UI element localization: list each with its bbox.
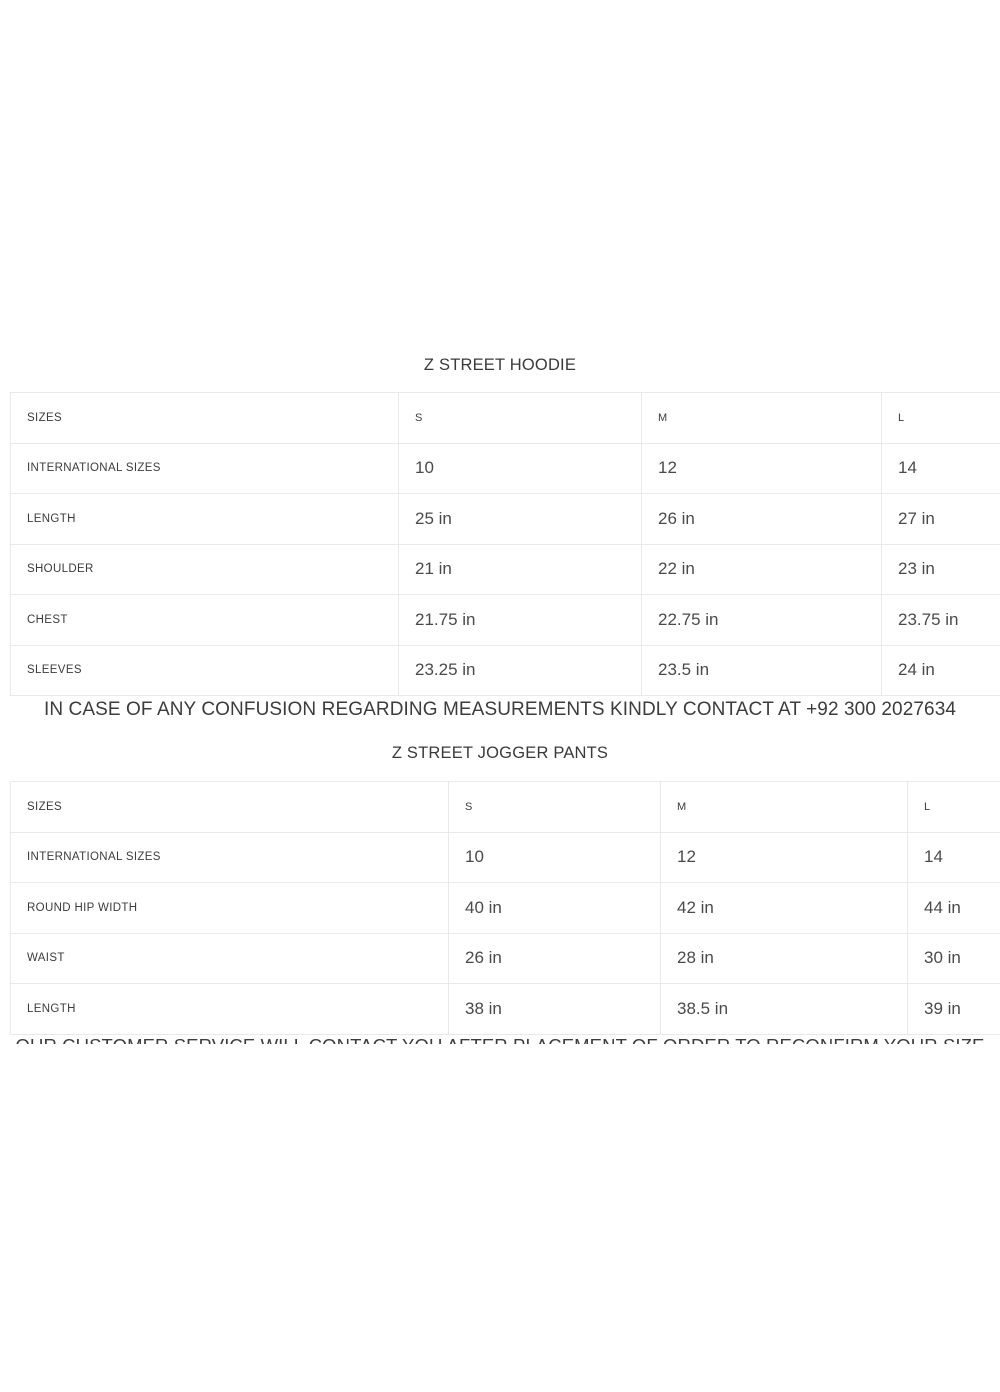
bottom-note-clip: OUR CUSTOMER SERVICE WILL CONTACT YOU AF…	[0, 1036, 1000, 1044]
table-row: LENGTH 38 in 38.5 in 39 in	[10, 983, 1000, 1035]
row-label: ROUND HIP WIDTH	[10, 882, 449, 934]
row-value-l: 14	[907, 831, 1000, 883]
table-row: SLEEVES 23.25 in 23.5 in 24 in	[10, 644, 1000, 696]
row-label: INTERNATIONAL SIZES	[10, 442, 399, 494]
row-label: WAIST	[10, 932, 449, 984]
jogger-header-l: L	[907, 781, 1000, 833]
row-value-l: 14	[881, 442, 1000, 494]
bottom-note: OUR CUSTOMER SERVICE WILL CONTACT YOU AF…	[0, 1036, 1000, 1044]
row-value-s: 21 in	[398, 543, 642, 595]
row-label: SHOULDER	[10, 543, 399, 595]
row-label: SLEEVES	[10, 644, 399, 696]
row-value-l: 30 in	[907, 932, 1000, 984]
row-label: INTERNATIONAL SIZES	[10, 831, 449, 883]
row-value-m: 28 in	[660, 932, 908, 984]
jogger-size-table: SIZES S M L INTERNATIONAL SIZES 10 12 14…	[10, 781, 1000, 1035]
row-value-m: 38.5 in	[660, 983, 908, 1035]
table-row: INTERNATIONAL SIZES 10 12 14	[10, 442, 1000, 494]
row-value-s: 38 in	[448, 983, 661, 1035]
contact-note: IN CASE OF ANY CONFUSION REGARDING MEASU…	[43, 699, 957, 720]
table-row: LENGTH 25 in 26 in 27 in	[10, 493, 1000, 545]
table-row: WAIST 26 in 28 in 30 in	[10, 932, 1000, 984]
row-value-s: 25 in	[398, 493, 642, 545]
row-value-s: 21.75 in	[398, 594, 642, 646]
row-value-m: 22.75 in	[641, 594, 882, 646]
row-value-m: 23.5 in	[641, 644, 882, 696]
row-value-s: 40 in	[448, 882, 661, 934]
jogger-header-s: S	[448, 781, 661, 833]
hoodie-header-m: M	[641, 392, 882, 444]
row-label: CHEST	[10, 594, 399, 646]
table-row: INTERNATIONAL SIZES 10 12 14	[10, 831, 1000, 883]
table-row: CHEST 21.75 in 22.75 in 23.75 in	[10, 594, 1000, 646]
hoodie-header-l: L	[881, 392, 1000, 444]
row-value-s: 26 in	[448, 932, 661, 984]
jogger-header-sizes: SIZES	[10, 781, 449, 833]
row-value-s: 23.25 in	[398, 644, 642, 696]
hoodie-header-s: S	[398, 392, 642, 444]
row-value-l: 44 in	[907, 882, 1000, 934]
row-value-l: 39 in	[907, 983, 1000, 1035]
hoodie-table-title: Z STREET HOODIE	[423, 356, 577, 374]
row-value-l: 27 in	[881, 493, 1000, 545]
jogger-header-m: M	[660, 781, 908, 833]
table-header-row: SIZES S M L	[10, 392, 1000, 444]
table-row: SHOULDER 21 in 22 in 23 in	[10, 543, 1000, 595]
row-value-m: 12	[660, 831, 908, 883]
row-label: LENGTH	[10, 493, 399, 545]
table-header-row: SIZES S M L	[10, 781, 1000, 833]
row-value-l: 24 in	[881, 644, 1000, 696]
table-row: ROUND HIP WIDTH 40 in 42 in 44 in	[10, 882, 1000, 934]
row-value-s: 10	[448, 831, 661, 883]
row-value-s: 10	[398, 442, 642, 494]
jogger-table-title: Z STREET JOGGER PANTS	[391, 744, 609, 762]
row-value-m: 22 in	[641, 543, 882, 595]
hoodie-size-table: SIZES S M L INTERNATIONAL SIZES 10 12 14…	[10, 392, 1000, 696]
row-value-l: 23.75 in	[881, 594, 1000, 646]
row-value-m: 26 in	[641, 493, 882, 545]
row-label: LENGTH	[10, 983, 449, 1035]
hoodie-header-sizes: SIZES	[10, 392, 399, 444]
row-value-m: 12	[641, 442, 882, 494]
row-value-l: 23 in	[881, 543, 1000, 595]
row-value-m: 42 in	[660, 882, 908, 934]
